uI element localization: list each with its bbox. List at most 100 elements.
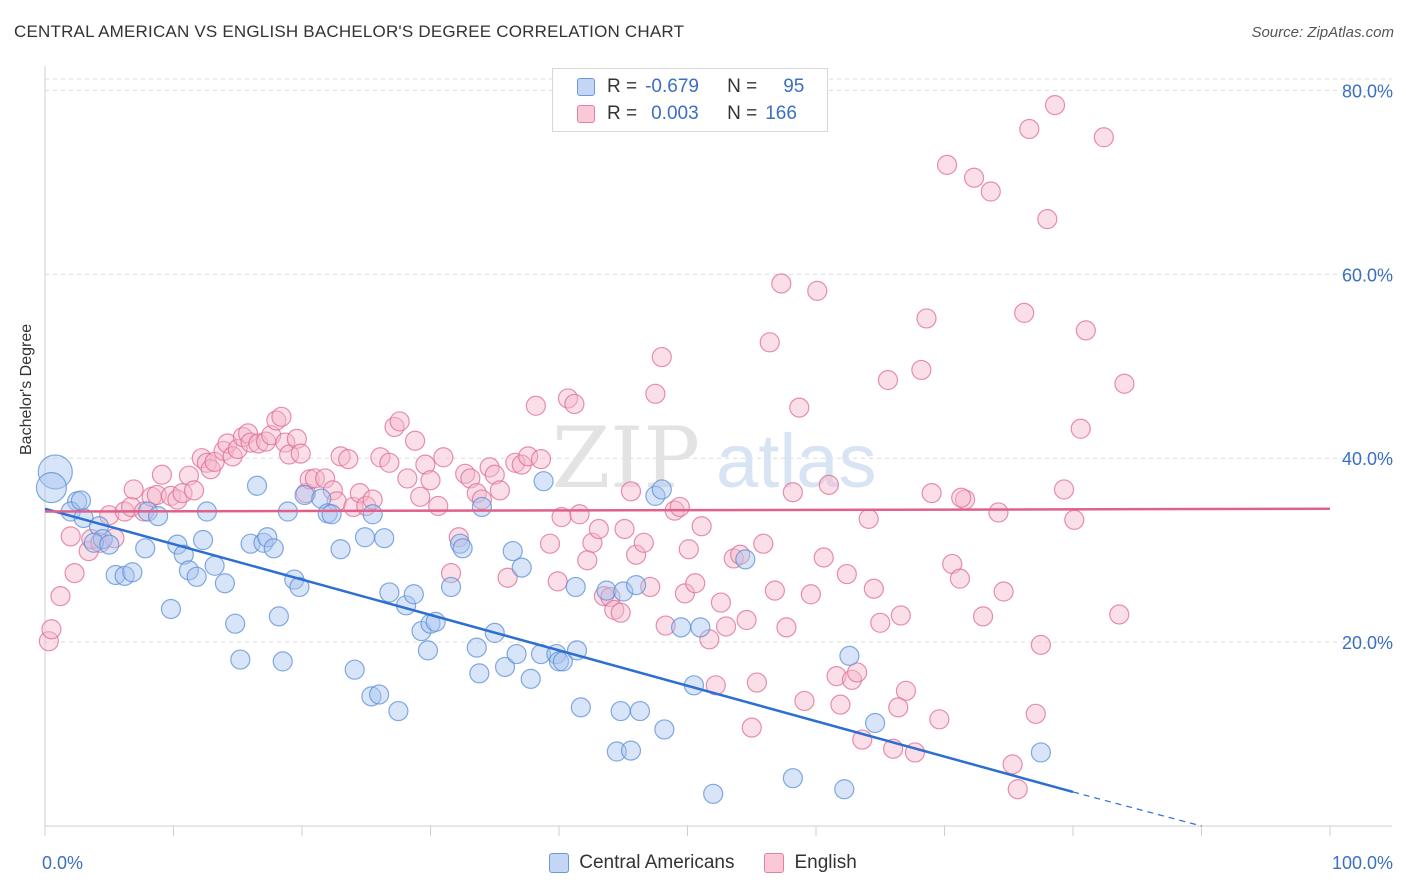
central-americans-point — [670, 617, 692, 638]
legend-row-central-americans: R = -0.679 N = 95 — [577, 75, 804, 99]
english-point — [759, 332, 780, 353]
central-americans-point — [703, 783, 724, 804]
legend-n-label: N = — [727, 76, 758, 97]
english-point — [547, 571, 568, 592]
english-point — [564, 393, 585, 415]
central-americans-point — [160, 598, 182, 620]
english-point — [870, 612, 891, 633]
english-point — [1030, 634, 1051, 655]
english-point — [764, 580, 785, 601]
legend-r-value: 0.003 — [651, 103, 699, 124]
central-americans-point — [192, 529, 214, 551]
central-americans-point — [469, 663, 490, 684]
central-americans-point — [374, 528, 395, 549]
english-point — [151, 464, 173, 485]
legend-swatch-blue — [549, 853, 570, 873]
english-point — [1014, 302, 1035, 324]
english-point — [794, 690, 815, 712]
central-americans-point — [362, 504, 383, 525]
central-americans-point — [289, 576, 310, 598]
english-point — [338, 449, 359, 470]
central-americans-point — [311, 488, 332, 509]
english-point — [240, 432, 261, 453]
english-point — [625, 544, 647, 565]
english-point — [863, 578, 884, 599]
y-tick-label: 60.0% — [1342, 265, 1393, 285]
english-point — [951, 487, 972, 508]
central-americans-point — [246, 475, 268, 496]
english-point — [674, 583, 696, 604]
english-point — [1075, 320, 1096, 341]
central-americans-point — [629, 700, 651, 722]
english-point — [715, 616, 737, 637]
central-americans-point — [204, 555, 225, 576]
english-point — [753, 533, 774, 554]
central-americans-point — [502, 540, 523, 562]
legend-r-value: -0.679 — [645, 76, 699, 97]
central-americans-point — [294, 484, 315, 506]
central-americans-point — [186, 566, 207, 587]
central-americans-point — [471, 496, 492, 518]
central-americans-point — [782, 768, 803, 789]
english-point — [397, 468, 418, 489]
english-point — [275, 432, 296, 453]
english-point — [471, 489, 492, 510]
legend-label: Central Americans — [579, 852, 735, 873]
english-point — [290, 443, 311, 464]
central-americans-point — [417, 640, 439, 661]
english-point — [1064, 509, 1085, 530]
english-point — [518, 446, 539, 467]
english-point — [1044, 95, 1066, 116]
english-point — [1053, 479, 1075, 500]
legend-swatch-pink — [577, 105, 595, 123]
regression-line-english — [44, 507, 1331, 513]
english-point — [610, 602, 631, 623]
english-point — [800, 584, 821, 605]
english-point — [146, 484, 167, 506]
central-americans-point — [735, 549, 756, 570]
x-tick-label: 100.0% — [1332, 853, 1393, 873]
english-point — [988, 502, 1009, 523]
english-point — [160, 485, 182, 506]
central-americans-point — [690, 617, 711, 638]
english-point — [818, 474, 839, 495]
english-point — [1070, 418, 1091, 439]
legend-row-english: R = 0.003 N = 166 — [577, 102, 797, 126]
english-point — [38, 631, 59, 652]
english-point — [404, 430, 426, 451]
central-americans-point — [865, 712, 886, 734]
legend-n-value: 166 — [765, 103, 797, 124]
english-point — [349, 483, 370, 504]
legend-item-central-americans[interactable]: Central Americans — [549, 852, 734, 874]
english-point — [1093, 127, 1114, 148]
central-americans-point — [834, 779, 855, 800]
regression-line-central-americans — [44, 507, 1074, 794]
english-point — [736, 609, 757, 631]
y-tick-label: 80.0% — [1342, 81, 1393, 101]
central-americans-point — [361, 686, 382, 707]
english-point — [271, 406, 292, 427]
english-point — [593, 586, 615, 607]
x-tick-label: 0.0% — [42, 853, 83, 873]
english-point — [362, 489, 383, 510]
central-americans-point — [613, 581, 634, 602]
english-point — [1019, 118, 1040, 140]
legend-item-english[interactable]: English — [764, 852, 857, 874]
english-point — [911, 359, 932, 381]
central-americans-point — [354, 527, 376, 548]
english-point — [1007, 779, 1028, 800]
english-point — [50, 586, 71, 607]
english-point — [993, 581, 1014, 602]
central-americans-point — [596, 580, 617, 601]
english-point — [183, 480, 205, 501]
english-point — [807, 280, 828, 301]
central-americans-point — [466, 637, 487, 658]
english-point — [1037, 209, 1058, 230]
english-point — [826, 666, 847, 687]
central-americans-point — [344, 659, 365, 680]
english-point — [196, 452, 218, 473]
central-americans-point — [37, 454, 73, 490]
series-legend: Central Americans English — [0, 852, 1406, 874]
central-americans-point — [147, 506, 169, 527]
english-point — [830, 694, 851, 715]
